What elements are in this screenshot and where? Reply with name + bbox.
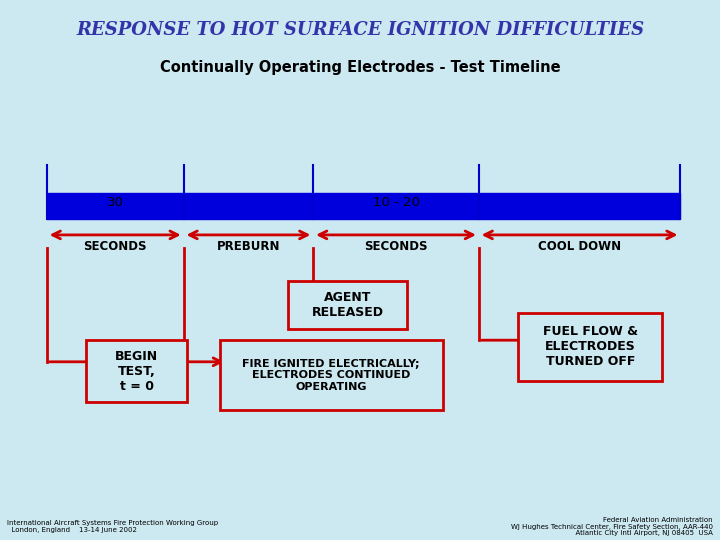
Text: Federal Aviation Administration
WJ Hughes Technical Center, Fire Safety Section,: Federal Aviation Administration WJ Hughe… bbox=[510, 516, 713, 537]
Bar bbox=[220, 340, 443, 410]
Text: 30: 30 bbox=[107, 196, 124, 209]
Text: FUEL FLOW &
ELECTRODES
TURNED OFF: FUEL FLOW & ELECTRODES TURNED OFF bbox=[543, 326, 638, 368]
Text: COOL DOWN: COOL DOWN bbox=[538, 240, 621, 253]
Text: RESPONSE TO HOT SURFACE IGNITION DIFFICULTIES: RESPONSE TO HOT SURFACE IGNITION DIFFICU… bbox=[76, 21, 644, 39]
Text: 10 - 20: 10 - 20 bbox=[372, 196, 420, 209]
Text: SECONDS: SECONDS bbox=[364, 240, 428, 253]
Text: International Aircraft Systems Fire Protection Working Group
  London, England  : International Aircraft Systems Fire Prot… bbox=[7, 520, 218, 533]
Text: SECONDS: SECONDS bbox=[84, 240, 147, 253]
Text: AGENT
RELEASED: AGENT RELEASED bbox=[312, 291, 384, 319]
Text: BEGIN
TEST,
t = 0: BEGIN TEST, t = 0 bbox=[115, 350, 158, 393]
Bar bbox=[86, 340, 187, 402]
Bar bbox=[288, 281, 407, 329]
Bar bbox=[518, 313, 662, 381]
Bar bbox=[47, 193, 680, 219]
Text: PREBURN: PREBURN bbox=[217, 240, 280, 253]
Text: FIRE IGNITED ELECTRICALLY;
ELECTRODES CONTINUED
OPERATING: FIRE IGNITED ELECTRICALLY; ELECTRODES CO… bbox=[243, 359, 420, 392]
Text: Continually Operating Electrodes - Test Timeline: Continually Operating Electrodes - Test … bbox=[160, 60, 560, 75]
